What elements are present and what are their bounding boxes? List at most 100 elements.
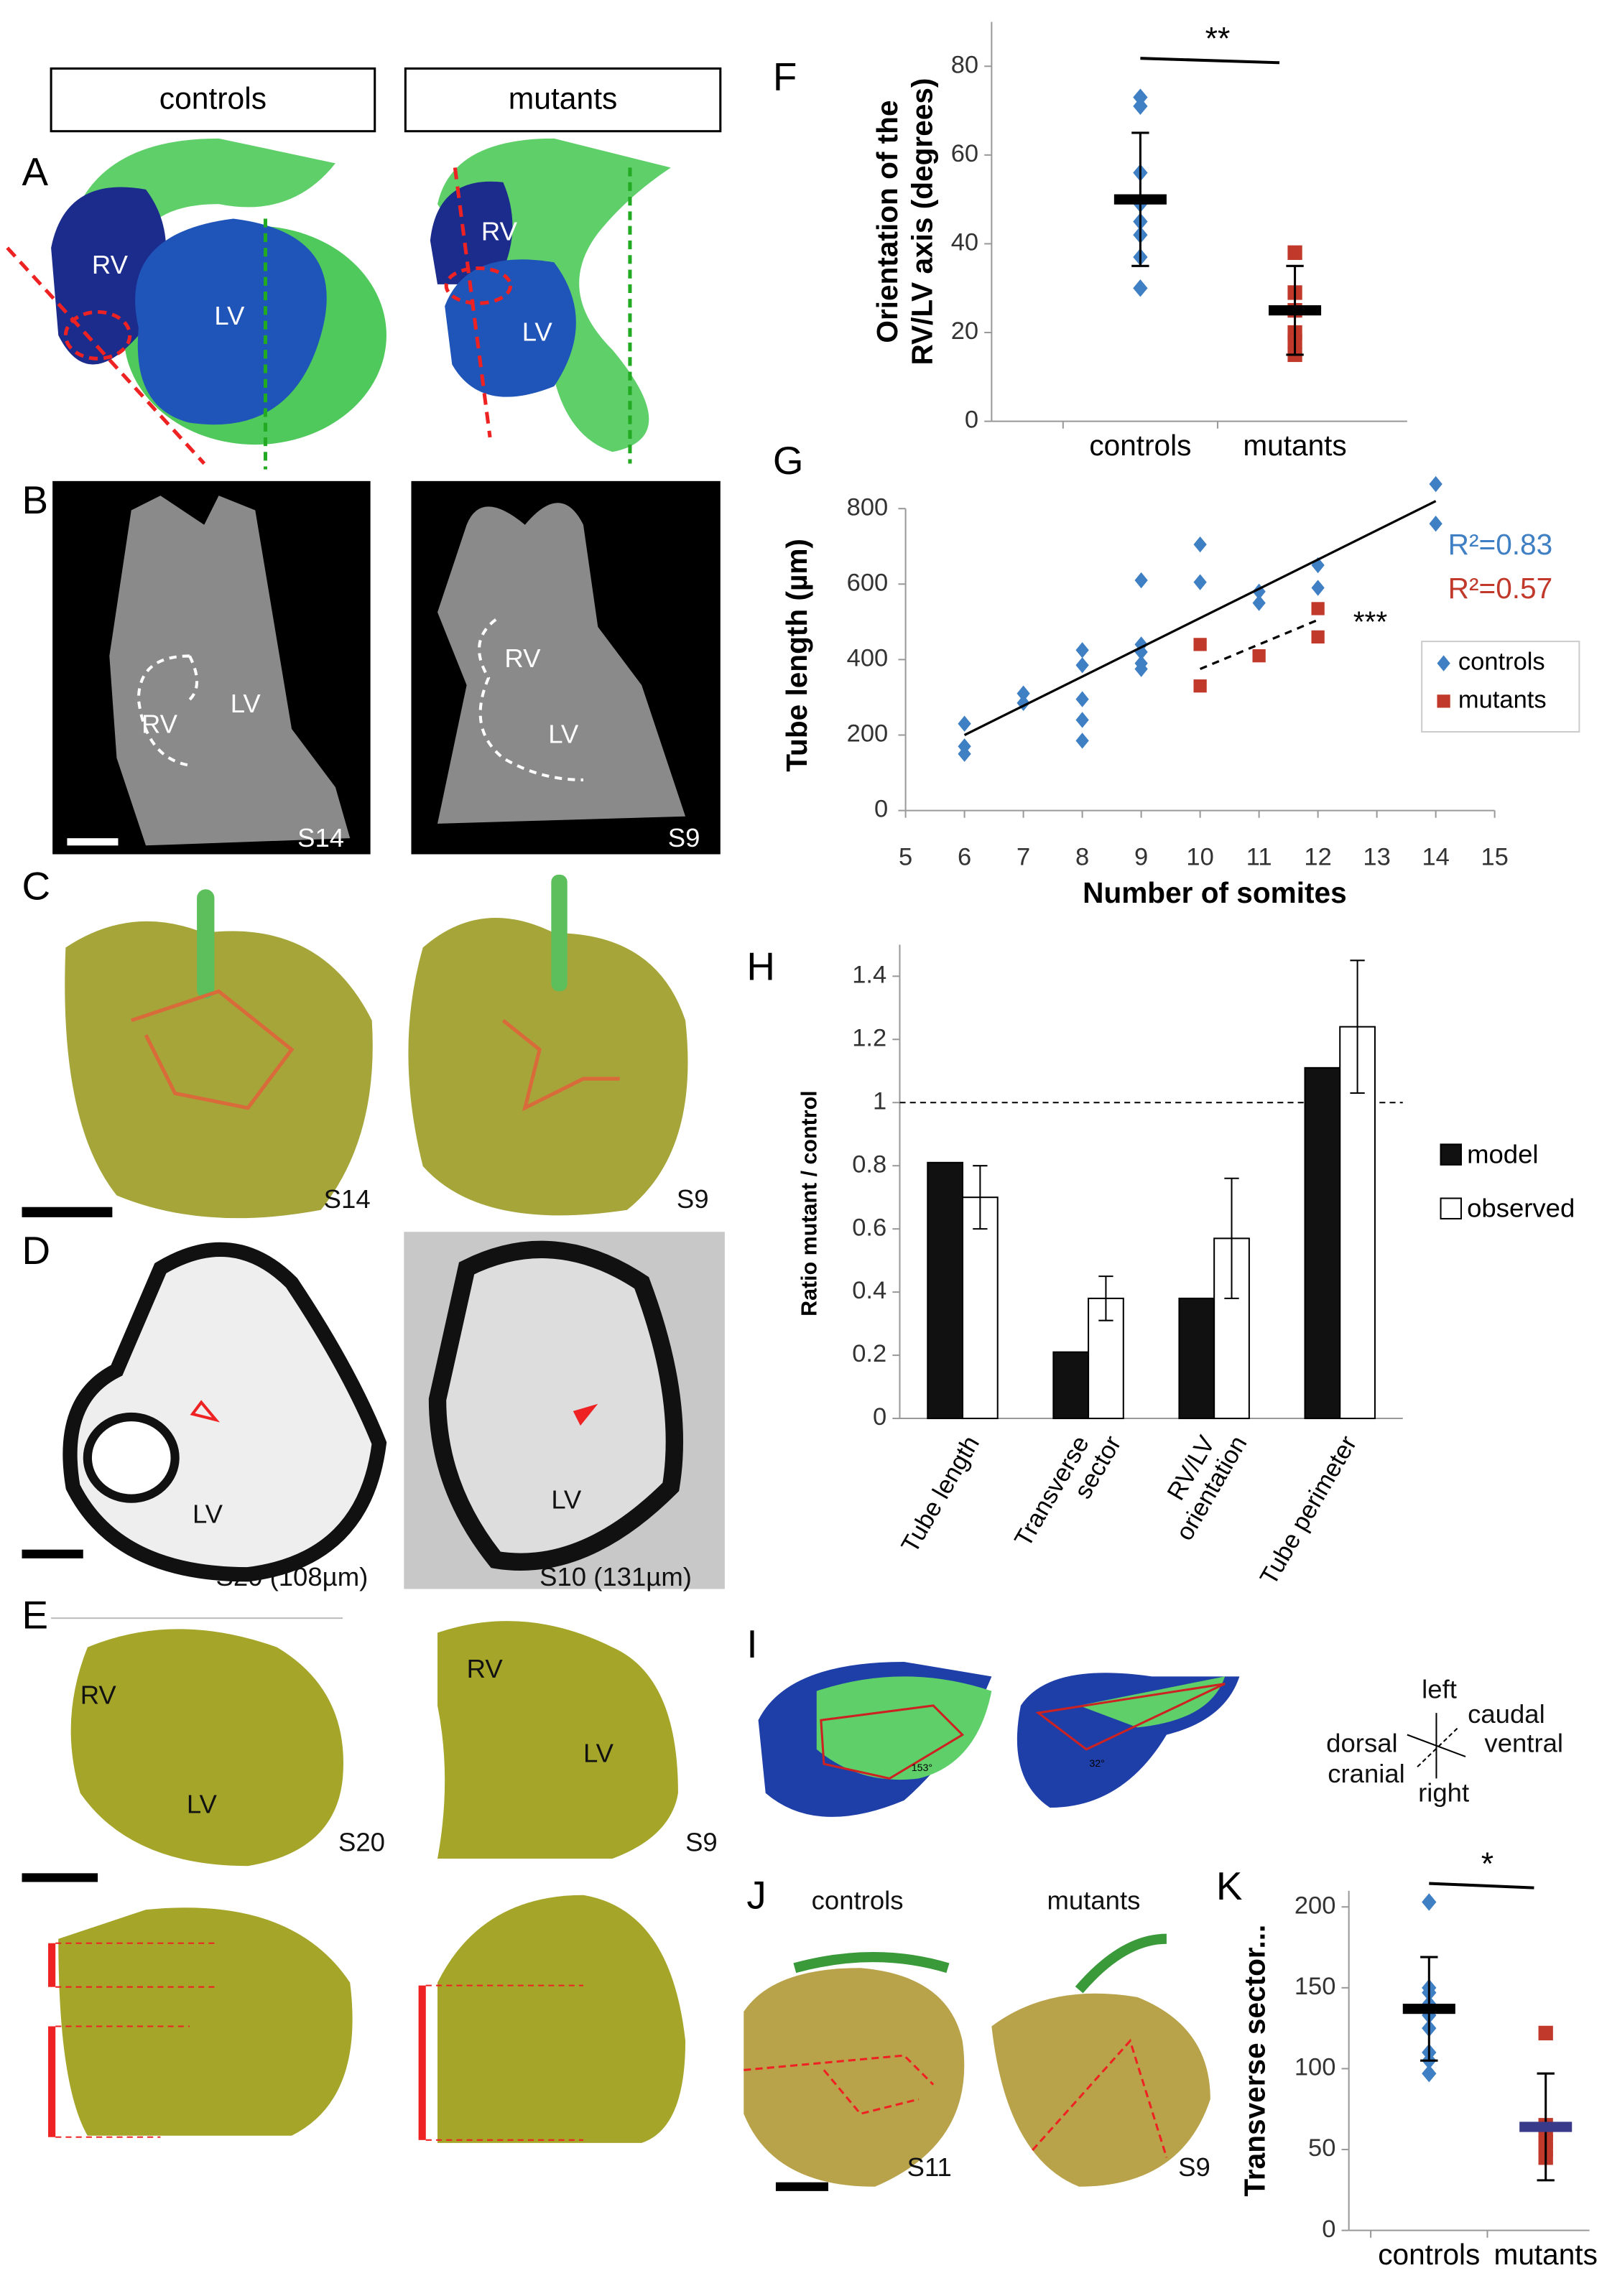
mean-bar — [1269, 305, 1322, 316]
image-e — [22, 1617, 686, 2143]
panel-label: G — [773, 438, 804, 483]
image-label: RV — [80, 1680, 117, 1709]
y-tick-label: 20 — [951, 317, 978, 345]
legend-swatch — [1440, 1197, 1462, 1219]
y-axis-label: Transverse sector... — [1238, 1925, 1271, 2197]
point — [1075, 712, 1089, 728]
x-tick-label: mutants — [1494, 2238, 1598, 2271]
image-c — [22, 874, 688, 1219]
image-label: S9 — [677, 1184, 709, 1214]
header: controls — [159, 81, 267, 116]
y-axis-label: Orientation of the — [871, 100, 904, 343]
point — [1437, 655, 1450, 671]
point — [1075, 657, 1089, 674]
point — [1133, 279, 1148, 297]
x-tick-label: 5 — [899, 844, 912, 871]
x-tick-label: mutants — [1243, 429, 1346, 462]
y-tick-label: 60 — [951, 140, 978, 167]
point — [1134, 661, 1148, 677]
y-tick-label: 200 — [1295, 1892, 1336, 1919]
y-tick-label: 0 — [874, 796, 888, 823]
point — [1422, 1893, 1437, 1911]
header-box — [404, 67, 722, 133]
image-label: S14 — [297, 823, 344, 852]
point — [1252, 595, 1266, 611]
image-label: RV — [142, 710, 178, 739]
y-tick-label: 80 — [951, 51, 978, 78]
y-tick-label: 50 — [1308, 2134, 1335, 2162]
point — [1193, 638, 1207, 651]
panel-label: B — [22, 478, 49, 522]
panel-label: J — [746, 1872, 766, 1917]
point — [1193, 536, 1207, 553]
point — [1075, 691, 1089, 707]
point — [1311, 580, 1325, 596]
header-box — [50, 67, 376, 133]
x-tick-label: Tube perimeter — [1255, 1431, 1362, 1589]
bar — [1213, 1237, 1250, 1420]
bar — [1052, 1351, 1090, 1420]
image-label: LV — [548, 720, 579, 749]
image-label: LV — [214, 301, 245, 330]
y-tick-label: 150 — [1295, 1973, 1336, 2000]
x-tick-label: 12 — [1304, 844, 1331, 871]
bar — [961, 1196, 999, 1420]
y-tick-label: 0.2 — [852, 1340, 886, 1367]
point — [1311, 602, 1325, 615]
legend-box — [1421, 641, 1580, 733]
image-label: S9 — [685, 1827, 718, 1856]
x-tick-label: Tube length — [897, 1431, 985, 1558]
point — [1422, 2065, 1437, 2083]
y-tick-label: 1.2 — [852, 1024, 886, 1051]
y-tick-label: 0.4 — [852, 1277, 886, 1304]
y-tick-label: 0.8 — [852, 1151, 886, 1178]
y-axis-label: Tube length (µm) — [780, 539, 813, 772]
image-label: ventral — [1484, 1728, 1563, 1757]
y-axis-label: Ratio mutant / control — [797, 1090, 822, 1316]
image-label: right — [1418, 1777, 1469, 1807]
panel-label: E — [22, 1593, 49, 1637]
significance: *** — [1353, 605, 1388, 638]
significance-line — [1140, 57, 1280, 65]
y-tick-label: 100 — [1295, 2054, 1336, 2081]
x-tick-label: 8 — [1075, 844, 1089, 871]
y-tick-label: 600 — [847, 569, 889, 596]
image-d — [22, 1232, 725, 1589]
significance-line — [1429, 1882, 1534, 1890]
point — [1287, 245, 1302, 260]
x-tick-label: 10 — [1186, 844, 1213, 871]
point — [1193, 679, 1207, 693]
image-label: RV — [504, 643, 541, 673]
y-tick-label: 200 — [847, 720, 889, 748]
y-tick-label: 0 — [1322, 2216, 1335, 2243]
mean-bar — [1519, 2121, 1573, 2132]
bar — [1178, 1297, 1215, 1420]
y-tick-label: 0.6 — [852, 1214, 886, 1241]
image-label: dorsal — [1326, 1728, 1397, 1757]
panel-label: D — [22, 1228, 51, 1273]
x-axis-label: Number of somites — [1083, 876, 1347, 909]
image-label: 153° — [912, 1762, 932, 1774]
x-tick-label: 11 — [1246, 844, 1272, 871]
image-label: S20 (108µm) — [216, 1562, 368, 1591]
image-label: LV — [522, 317, 553, 346]
y-tick-label: 1 — [873, 1087, 886, 1115]
panel-label: I — [746, 1622, 757, 1666]
point — [1538, 2025, 1553, 2041]
image-label: LV — [193, 1500, 223, 1529]
y-axis-label: RV/LV axis (degrees) — [906, 78, 939, 366]
legend-label: mutants — [1458, 686, 1547, 713]
legend-swatch — [1440, 1143, 1462, 1166]
bar — [1304, 1066, 1341, 1420]
image-label: caudal — [1468, 1699, 1545, 1729]
image-label: S14 — [324, 1184, 371, 1214]
r-squared: R²=0.57 — [1448, 572, 1552, 605]
image-b — [52, 480, 721, 855]
panel-label: K — [1216, 1864, 1243, 1908]
point — [1437, 694, 1450, 708]
legend-label: controls — [1458, 649, 1545, 676]
image-label: LV — [583, 1739, 614, 1768]
header: mutants — [509, 81, 618, 116]
y-tick-label: 0 — [873, 1403, 886, 1431]
